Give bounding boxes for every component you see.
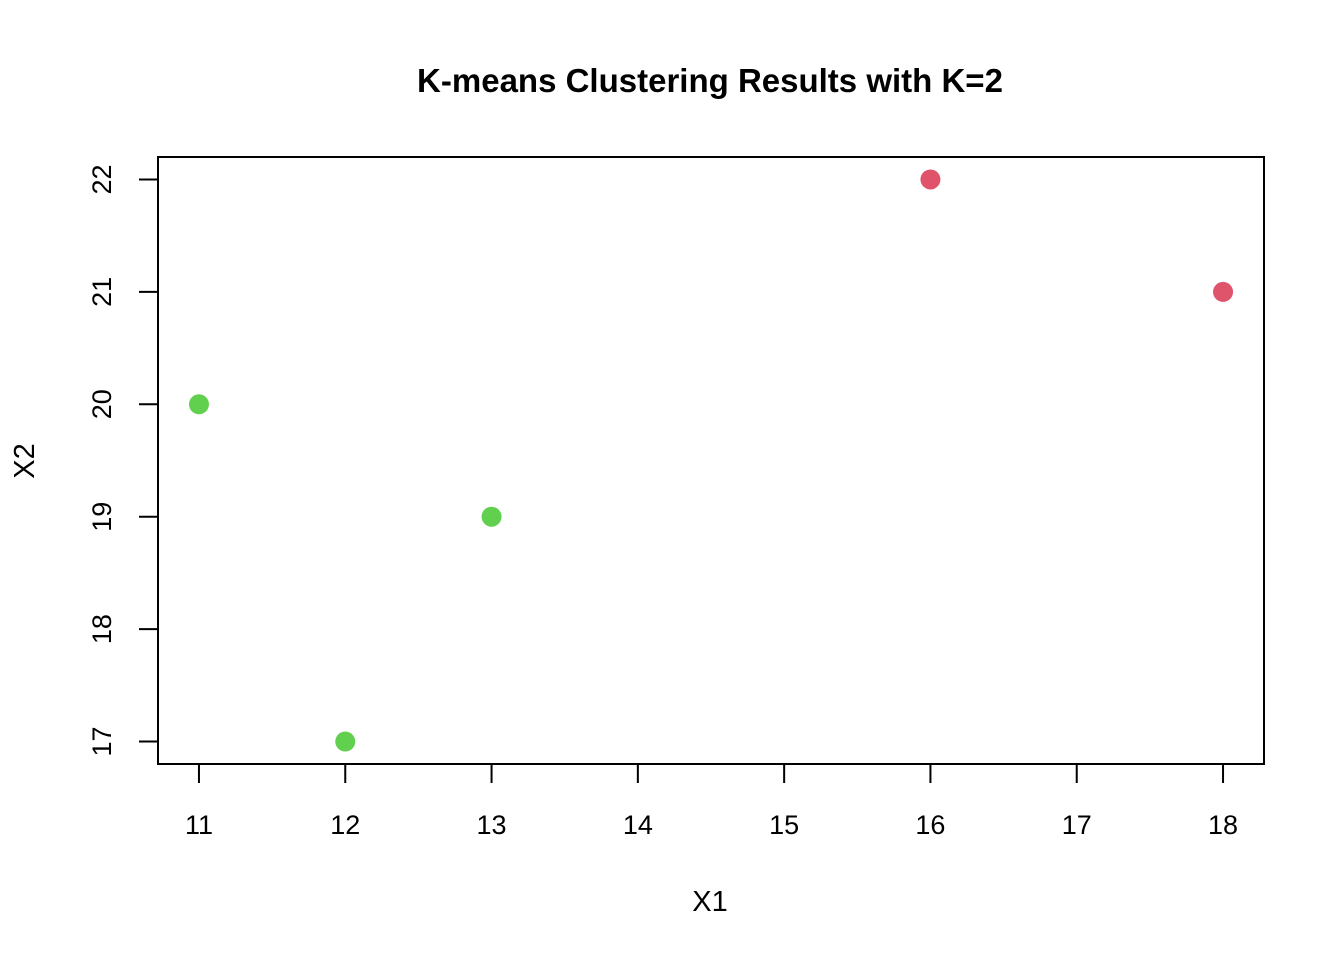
- y-tick-label: 22: [87, 164, 117, 194]
- data-points: [188, 169, 1234, 752]
- x-axis-title: X1: [692, 886, 727, 918]
- x-tick-label: 12: [330, 810, 360, 840]
- plot-area-frame: [157, 156, 1265, 765]
- x-tick-label: 13: [477, 810, 507, 840]
- x-tick-label: 18: [1208, 810, 1238, 840]
- y-tick-label: 19: [87, 502, 117, 532]
- data-point-cluster-1: [1213, 281, 1234, 302]
- y-tick-label: 18: [87, 614, 117, 644]
- data-point-cluster-1: [920, 169, 941, 190]
- x-axis: 11 12 13 14 15 16 17 18: [185, 763, 1238, 840]
- x-tick-label: 17: [1062, 810, 1092, 840]
- chart-title: K-means Clustering Results with K=2: [417, 62, 1003, 99]
- x-tick-label: 11: [185, 810, 213, 840]
- data-point-cluster-2: [335, 731, 356, 752]
- y-tick-label: 21: [87, 277, 117, 307]
- x-tick-label: 16: [915, 810, 945, 840]
- y-tick-label: 17: [87, 726, 117, 756]
- data-point-cluster-2: [188, 394, 209, 415]
- y-axis-title: X2: [9, 443, 41, 478]
- x-tick-label: 15: [769, 810, 799, 840]
- y-tick-label: 20: [87, 389, 117, 419]
- data-point-cluster-2: [481, 506, 502, 527]
- x-tick-label: 14: [623, 810, 653, 840]
- y-axis: 17 18 19 20 21 22: [87, 164, 159, 757]
